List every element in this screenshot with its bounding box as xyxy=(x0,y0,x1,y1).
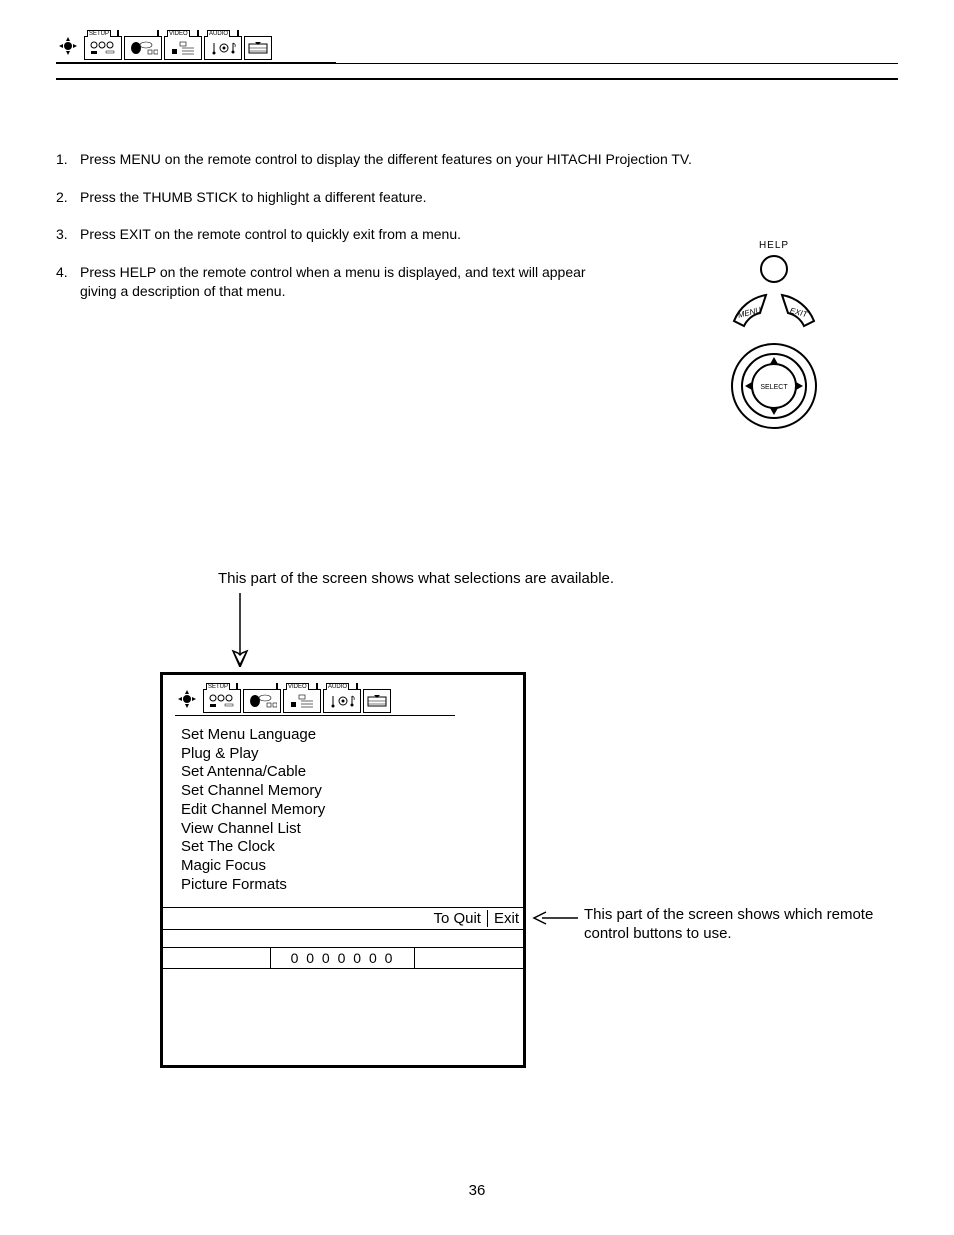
tab-setup: SETUP xyxy=(84,36,122,60)
thumbstick-icon xyxy=(56,34,80,58)
tab-blank2 xyxy=(363,689,391,713)
remote-diagram: HELP MENU EXIT SELECT xyxy=(704,240,844,446)
help-label: HELP xyxy=(704,240,844,251)
remote-icon: MENU EXIT SELECT xyxy=(704,251,844,441)
quit-row: To Quit Exit xyxy=(163,907,523,930)
instruction-text: Press the THUMB STICK to highlight a dif… xyxy=(80,188,898,208)
callout-right: This part of the screen shows which remo… xyxy=(532,906,884,944)
tabstrip-inner: SETUP VIDEO AUDIO xyxy=(56,30,336,63)
arrow-left-icon xyxy=(532,910,578,926)
instruction-text: Press MENU on the remote control to disp… xyxy=(80,150,898,170)
menu-item: Edit Channel Memory xyxy=(181,801,515,820)
tab-video: VIDEO xyxy=(164,36,202,60)
tab-audio: AUDIO xyxy=(323,689,361,713)
instruction-number: 1. xyxy=(56,150,80,170)
quit-label: To Quit xyxy=(433,910,481,927)
callout-right-text: This part of the screen shows which remo… xyxy=(584,906,884,944)
top-tabstrip: SETUP VIDEO AUDIO xyxy=(56,30,898,64)
menu-item: Set Menu Language xyxy=(181,726,515,745)
instruction-text: Press HELP on the remote control when a … xyxy=(80,263,620,302)
tab-blank2 xyxy=(244,36,272,60)
exit-label: Exit xyxy=(487,910,519,927)
menu-item: Set Channel Memory xyxy=(181,782,515,801)
arrow-down-icon xyxy=(230,593,250,667)
tv-menu-list: Set Menu Language Plug & Play Set Antenn… xyxy=(181,726,515,895)
instruction-number: 4. xyxy=(56,263,80,302)
tv-tabstrip: SETUP VIDEO xyxy=(175,683,455,716)
menu-item: Picture Formats xyxy=(181,876,515,895)
callout-top: This part of the screen shows what selec… xyxy=(218,570,900,589)
instruction-2: 2. Press the THUMB STICK to highlight a … xyxy=(56,188,898,208)
instruction-1: 1. Press MENU on the remote control to d… xyxy=(56,150,898,170)
menu-item: View Channel List xyxy=(181,820,515,839)
menu-item: Set The Clock xyxy=(181,838,515,857)
menu-item: Set Antenna/Cable xyxy=(181,763,515,782)
tab-label: VIDEO xyxy=(167,30,190,37)
tab-blank1 xyxy=(243,689,281,713)
tab-label: AUDIO xyxy=(207,30,230,37)
menu-item: Magic Focus xyxy=(181,857,515,876)
tab-video: VIDEO xyxy=(283,689,321,713)
tab-setup: SETUP xyxy=(203,689,241,713)
menu-item: Plug & Play xyxy=(181,745,515,764)
header-divider xyxy=(56,78,898,80)
instruction-number: 2. xyxy=(56,188,80,208)
tab-label: SETUP xyxy=(87,30,111,37)
select-label: SELECT xyxy=(760,384,788,391)
tab-label: SETUP xyxy=(206,683,230,690)
tab-blank1 xyxy=(124,36,162,60)
thumbstick-icon xyxy=(175,687,199,711)
counter-row: 0 0 0 0 0 0 0 xyxy=(163,948,523,969)
tab-label: VIDEO xyxy=(286,683,309,690)
tab-label: AUDIO xyxy=(326,683,349,690)
tab-audio: AUDIO xyxy=(204,36,242,60)
page-number: 36 xyxy=(0,1182,954,1199)
counter-value: 0 0 0 0 0 0 0 xyxy=(271,948,415,968)
instruction-number: 3. xyxy=(56,225,80,245)
tv-screen: SETUP VIDEO xyxy=(160,672,526,1068)
